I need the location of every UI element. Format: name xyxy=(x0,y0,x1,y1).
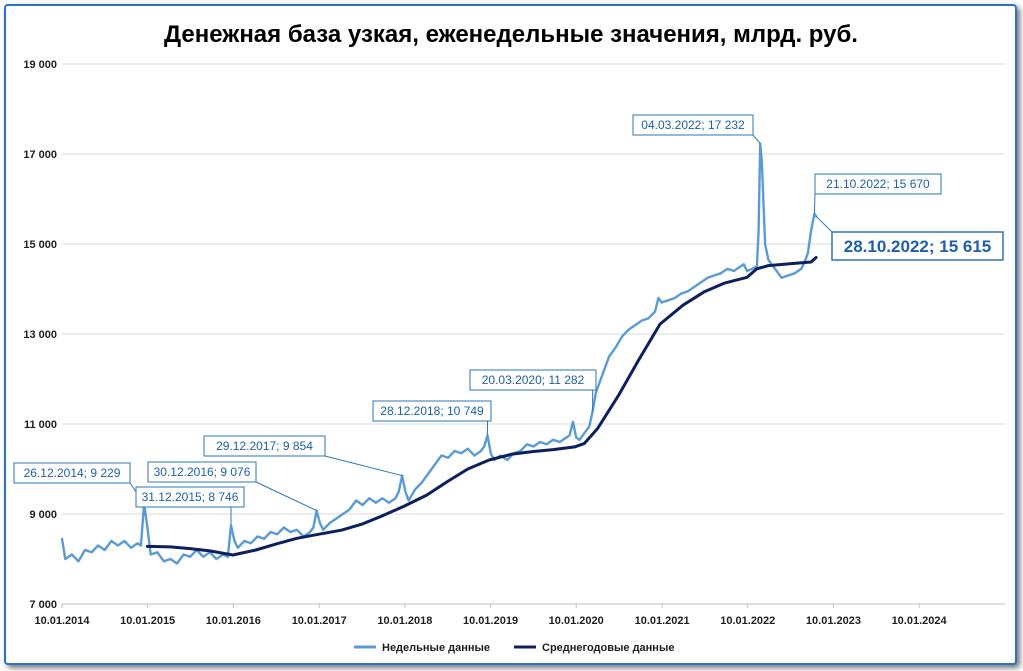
annotation-leader-7 xyxy=(813,193,816,214)
annotation-box-3 xyxy=(203,435,326,457)
chart-title: Денежная база узкая, еженедельные значен… xyxy=(164,21,858,48)
annotation-box-1 xyxy=(135,486,245,508)
annotation-box-8 xyxy=(831,231,1004,261)
x-tick-label-6: 10.01.2020 xyxy=(549,615,604,627)
x-tick-label-8: 10.01.2022 xyxy=(720,615,775,627)
x-tick-label-7: 10.01.2021 xyxy=(635,615,690,627)
annotation-box-2 xyxy=(147,461,257,483)
annotation-leader-6 xyxy=(752,134,761,144)
y-tick-label-5: 17 000 xyxy=(23,149,57,161)
legend-label-average: Среднегодовые данные xyxy=(542,642,674,654)
x-tick-label-4: 10.01.2018 xyxy=(377,615,432,627)
y-tick-label-0: 7 000 xyxy=(29,599,57,611)
annotation-label-0: 26.12.2014; 9 229 xyxy=(24,466,121,480)
annotation-box-6 xyxy=(632,114,754,136)
series-group xyxy=(60,142,818,565)
annotation-label-2: 30.12.2016; 9 076 xyxy=(154,465,251,479)
annotation-label-6: 04.03.2022; 17 232 xyxy=(641,118,745,132)
annotation-box-0 xyxy=(13,462,131,484)
annotation-label-4: 28.12.2018; 10 749 xyxy=(380,404,484,418)
y-tick-label-6: 19 000 xyxy=(23,59,57,71)
annotation-label-7: 21.10.2022; 15 670 xyxy=(826,177,930,191)
annotation-leader-3 xyxy=(324,455,403,477)
grid-lines xyxy=(62,63,1005,605)
x-tick-label-1: 10.01.2015 xyxy=(120,615,175,627)
annotation-label-5: 20.03.2020; 11 282 xyxy=(482,373,585,387)
annotations-group: 26.12.2014; 9 229 31.12.2015; 8 746 30.12.… xyxy=(13,114,1004,526)
y-axis-ticks: 7 000 9 000 11 000 13 000 15 000 17 000 19 000 xyxy=(23,59,57,611)
series-line-average xyxy=(145,256,818,557)
y-tick-label-2: 11 000 xyxy=(24,419,57,431)
x-tick-label-2: 10.01.2016 xyxy=(206,615,261,627)
y-tick-label-3: 13 000 xyxy=(23,329,57,341)
annotation-leader-8 xyxy=(815,215,833,233)
x-axis-ticks: 10.01.2014 10.01.2015 10.01.2016 10.01.2017… xyxy=(34,604,948,627)
x-tick-label-9: 10.01.2023 xyxy=(806,615,861,627)
x-tick-label-0: 10.01.2014 xyxy=(34,615,90,627)
legend-label-weekly: Недельные данные xyxy=(382,642,490,654)
x-tick-label-3: 10.01.2017 xyxy=(292,615,347,627)
annotation-leader-2 xyxy=(255,481,317,512)
y-tick-label-4: 15 000 xyxy=(23,239,57,251)
annotation-box-7 xyxy=(814,173,942,195)
x-tick-label-5: 10.01.2019 xyxy=(463,615,518,627)
legend: Недельные данные Среднегодовые данные xyxy=(354,642,674,654)
annotation-label-1: 31.12.2015; 8 746 xyxy=(142,490,239,504)
annotation-box-4 xyxy=(372,400,492,422)
annotation-label-8: 28.10.2022; 15 615 xyxy=(844,237,991,256)
x-tick-label-10: 10.01.2024 xyxy=(892,615,948,627)
y-tick-label-1: 9 000 xyxy=(29,509,57,521)
annotation-box-5 xyxy=(469,369,597,391)
annotation-label-3: 29.12.2017; 9 854 xyxy=(216,439,313,453)
